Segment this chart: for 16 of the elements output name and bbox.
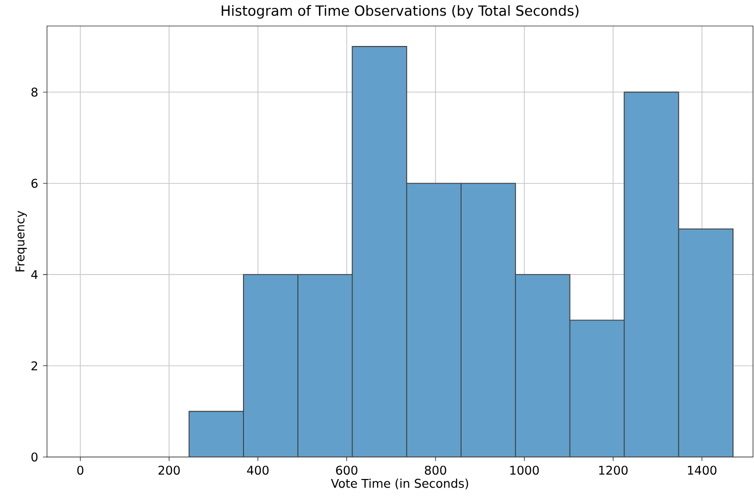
x-tick-label: 1000 [510, 466, 539, 475]
x-tick-label: 0 [77, 466, 84, 475]
y-tick-label: 4 [31, 270, 38, 279]
chart-title: Histogram of Time Observations (by Total Seconds) [222, 5, 578, 19]
x-axis-title: Vote Time (in Seconds) [330, 478, 468, 490]
y-tick-label: 2 [32, 361, 38, 370]
x-tick-label: 1200 [599, 466, 628, 475]
x-tick-label: 600 [336, 466, 358, 475]
y-tick-label: 0 [31, 452, 38, 462]
x-tick-label: 400 [247, 466, 269, 475]
x-tick-label: 200 [158, 466, 180, 475]
y-tick-label: 8 [31, 88, 38, 97]
y-axis-title: Frequency [16, 210, 27, 272]
y-tick-label: 6 [31, 178, 38, 188]
x-tick-label: 800 [424, 466, 446, 475]
x-tick-label: 1400 [688, 466, 716, 475]
